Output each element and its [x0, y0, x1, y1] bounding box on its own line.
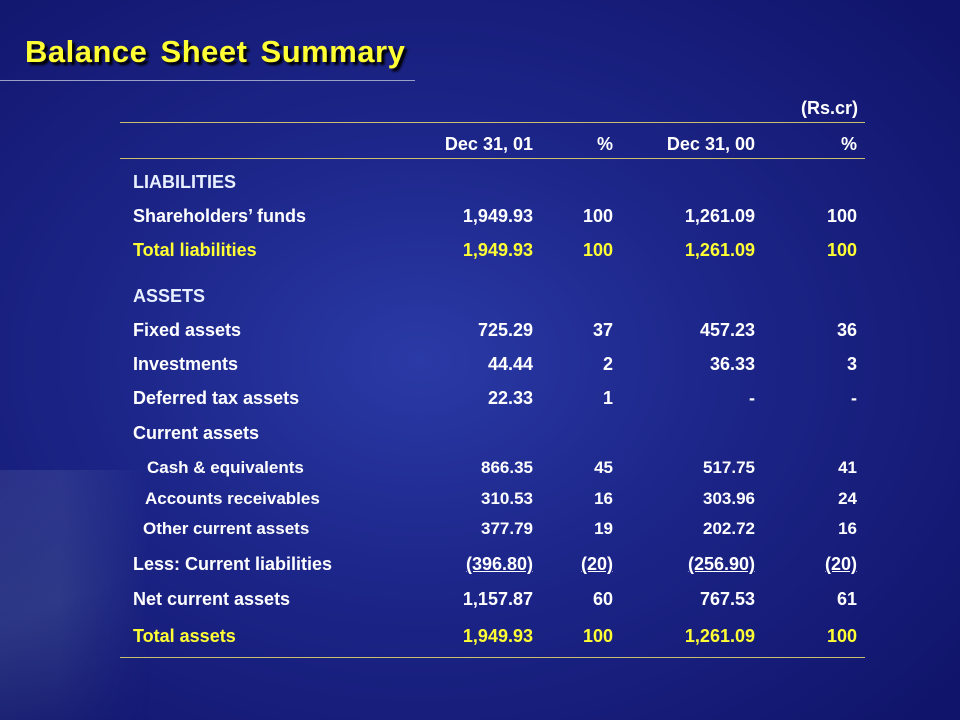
cell-value: 1,949.93 [462, 626, 533, 646]
row-label: Cash & equivalents [147, 458, 304, 477]
row-label: Investments [133, 354, 239, 374]
background-photo [0, 470, 150, 720]
row-label: Other current assets [143, 519, 310, 538]
row-label: ASSETS [133, 286, 206, 306]
cell-value: 866.35 [481, 458, 533, 477]
cell-value: 24 [838, 489, 857, 508]
row-label: Fixed assets [133, 320, 242, 340]
cell-value: 100 [582, 240, 613, 260]
cell-value: 36.33 [709, 354, 755, 374]
cell-value: 1,261.09 [684, 206, 755, 226]
cell-value: 377.79 [481, 519, 533, 538]
cell-value: 1,949.93 [462, 240, 533, 260]
row-label: Less: Current liabilities [133, 554, 333, 574]
cell-value: 3 [846, 354, 857, 374]
cell-value: 310.53 [481, 489, 533, 508]
cell-value: 61 [836, 589, 857, 609]
cell-value: 37 [592, 320, 613, 340]
unit-label: (Rs.cr) [800, 98, 858, 118]
cell-value: (256.90) [687, 554, 755, 574]
row-label: Shareholders’ funds [133, 206, 307, 226]
cell-value: 1,949.93 [462, 206, 533, 226]
column-header: Dec 31, 01 [444, 134, 533, 154]
cell-value: 22.33 [487, 388, 533, 408]
cell-value: 202.72 [703, 519, 755, 538]
cell-value: 41 [838, 458, 857, 477]
cell-value: 100 [826, 626, 857, 646]
cell-value: 303.96 [703, 489, 755, 508]
table-rule [120, 122, 865, 123]
cell-value: 1 [602, 388, 613, 408]
cell-value: - [851, 388, 857, 408]
cell-value: (20) [824, 554, 857, 574]
cell-value: 1,261.09 [684, 240, 755, 260]
table-rule [120, 657, 865, 658]
cell-value: 2 [602, 354, 613, 374]
row-label: Current assets [133, 423, 260, 443]
cell-value: 1,261.09 [684, 626, 755, 646]
cell-value: 100 [582, 206, 613, 226]
row-label: Net current assets [133, 589, 291, 609]
row-label: Total liabilities [133, 240, 257, 260]
row-label: LIABILITIES [133, 172, 236, 192]
row-label: Deferred tax assets [133, 388, 300, 408]
table-rule [120, 158, 865, 159]
cell-value: 16 [594, 489, 613, 508]
cell-value: 1,157.87 [462, 589, 533, 609]
cell-value: 457.23 [699, 320, 755, 340]
column-header: Dec 31, 00 [666, 134, 755, 154]
cell-value: 45 [594, 458, 613, 477]
cell-value: 16 [838, 519, 857, 538]
column-header: % [840, 134, 857, 154]
cell-value: (396.80) [465, 554, 533, 574]
cell-value: 36 [836, 320, 857, 340]
title: Balance Sheet Summary [25, 34, 406, 69]
cell-value: 517.75 [703, 458, 755, 477]
cell-value: (20) [580, 554, 613, 574]
cell-value: 767.53 [699, 589, 755, 609]
cell-value: 44.44 [487, 354, 533, 374]
title-rule [0, 80, 415, 81]
cell-value: 60 [592, 589, 613, 609]
cell-value: 19 [594, 519, 613, 538]
cell-value: 725.29 [477, 320, 533, 340]
row-label: Total assets [133, 626, 236, 646]
cell-value: - [749, 388, 755, 408]
row-label: Accounts receivables [145, 489, 320, 508]
cell-value: 100 [826, 206, 857, 226]
cell-value: 100 [826, 240, 857, 260]
column-header: % [596, 134, 613, 154]
cell-value: 100 [582, 626, 613, 646]
